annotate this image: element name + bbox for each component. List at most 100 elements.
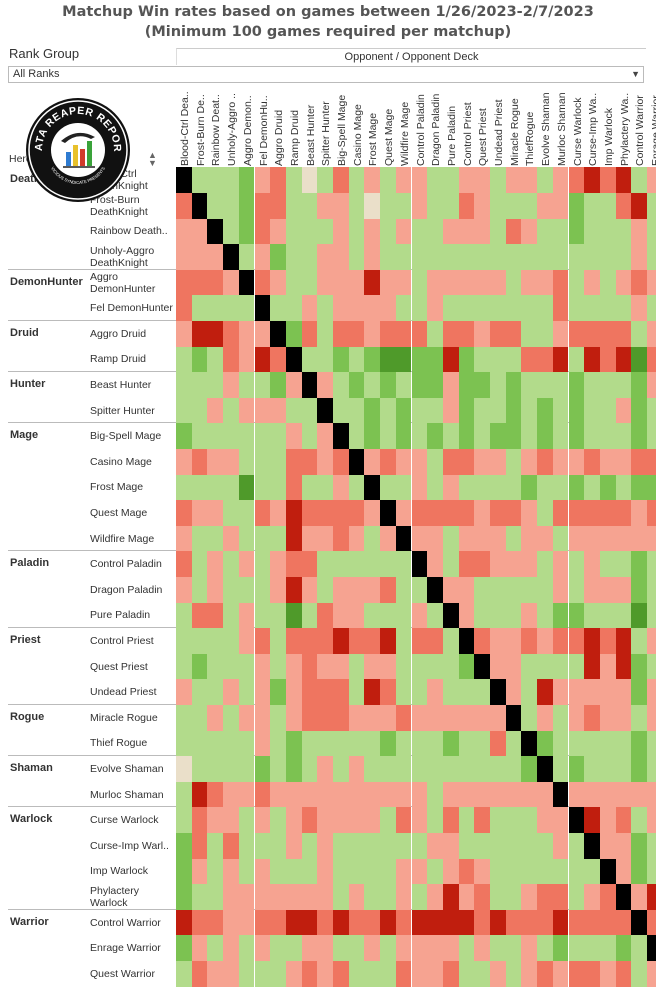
- heatmap-cell[interactable]: [395, 628, 412, 654]
- heatmap-cell[interactable]: [647, 730, 656, 757]
- heatmap-cell[interactable]: [411, 167, 428, 193]
- heatmap-cell[interactable]: [238, 884, 255, 910]
- heatmap-cell[interactable]: [647, 961, 656, 987]
- heatmap-cell[interactable]: [474, 679, 490, 705]
- heatmap-cell[interactable]: [285, 935, 302, 961]
- heatmap-cell[interactable]: [458, 193, 475, 219]
- heatmap-cell[interactable]: [474, 397, 490, 424]
- heatmap-cell[interactable]: [285, 500, 302, 526]
- heatmap-cell[interactable]: [301, 295, 318, 321]
- heatmap-cell[interactable]: [631, 500, 647, 526]
- heatmap-cell[interactable]: [442, 884, 459, 910]
- heatmap-cell[interactable]: [176, 884, 192, 910]
- heatmap-cell[interactable]: [254, 961, 271, 987]
- heatmap-cell[interactable]: [223, 756, 239, 782]
- heatmap-cell[interactable]: [223, 909, 239, 936]
- heatmap-cell[interactable]: [490, 679, 506, 705]
- heatmap-cell[interactable]: [474, 628, 490, 654]
- heatmap-cell[interactable]: [505, 858, 522, 885]
- heatmap-cell[interactable]: [411, 295, 428, 321]
- heatmap-cell[interactable]: [176, 577, 192, 603]
- heatmap-cell[interactable]: [176, 321, 192, 347]
- heatmap-cell[interactable]: [223, 551, 239, 577]
- heatmap-cell[interactable]: [599, 295, 616, 321]
- heatmap-cell[interactable]: [348, 474, 365, 501]
- heatmap-cell[interactable]: [458, 269, 475, 296]
- heatmap-cell[interactable]: [442, 961, 459, 987]
- heatmap-cell[interactable]: [631, 551, 647, 577]
- heatmap-cell[interactable]: [552, 218, 569, 245]
- heatmap-cell[interactable]: [191, 909, 208, 936]
- heatmap-cell[interactable]: [411, 397, 428, 424]
- heatmap-cell[interactable]: [505, 935, 522, 961]
- heatmap-cell[interactable]: [270, 372, 286, 398]
- heatmap-cell[interactable]: [537, 577, 553, 603]
- heatmap-cell[interactable]: [631, 321, 647, 347]
- heatmap-cell[interactable]: [270, 295, 286, 321]
- heatmap-cell[interactable]: [191, 730, 208, 757]
- heatmap-cell[interactable]: [364, 833, 381, 859]
- heatmap-cell[interactable]: [301, 705, 318, 731]
- heatmap-cell[interactable]: [395, 961, 412, 987]
- heatmap-cell[interactable]: [395, 321, 412, 347]
- heatmap-cell[interactable]: [207, 577, 224, 603]
- heatmap-cell[interactable]: [270, 193, 286, 219]
- heatmap-cell[interactable]: [364, 961, 381, 987]
- heatmap-cell[interactable]: [348, 884, 365, 910]
- heatmap-cell[interactable]: [380, 474, 396, 501]
- heatmap-cell[interactable]: [552, 244, 569, 270]
- heatmap-cell[interactable]: [411, 884, 428, 910]
- heatmap-cell[interactable]: [584, 193, 600, 219]
- heatmap-cell[interactable]: [411, 500, 428, 526]
- heatmap-cell[interactable]: [333, 935, 349, 961]
- heatmap-cell[interactable]: [380, 449, 396, 475]
- heatmap-cell[interactable]: [442, 397, 459, 424]
- heatmap-cell[interactable]: [505, 167, 522, 193]
- heatmap-cell[interactable]: [568, 602, 585, 629]
- heatmap-cell[interactable]: [631, 423, 647, 449]
- heatmap-cell[interactable]: [207, 833, 224, 859]
- heatmap-cell[interactable]: [552, 449, 569, 475]
- heatmap-cell[interactable]: [301, 833, 318, 859]
- heatmap-cell[interactable]: [490, 500, 506, 526]
- heatmap-cell[interactable]: [301, 781, 318, 808]
- heatmap-cell[interactable]: [207, 321, 224, 347]
- heatmap-cell[interactable]: [631, 781, 647, 808]
- heatmap-cell[interactable]: [537, 500, 553, 526]
- heatmap-cell[interactable]: [647, 909, 656, 936]
- heatmap-cell[interactable]: [254, 269, 271, 296]
- heatmap-cell[interactable]: [191, 218, 208, 245]
- heatmap-cell[interactable]: [647, 807, 656, 833]
- heatmap-cell[interactable]: [442, 500, 459, 526]
- heatmap-cell[interactable]: [442, 679, 459, 705]
- heatmap-cell[interactable]: [490, 884, 506, 910]
- heatmap-cell[interactable]: [442, 423, 459, 449]
- heatmap-cell[interactable]: [176, 193, 192, 219]
- heatmap-cell[interactable]: [223, 193, 239, 219]
- heatmap-cell[interactable]: [474, 961, 490, 987]
- heatmap-cell[interactable]: [270, 474, 286, 501]
- heatmap-cell[interactable]: [442, 244, 459, 270]
- heatmap-cell[interactable]: [348, 833, 365, 859]
- heatmap-cell[interactable]: [474, 346, 490, 373]
- heatmap-cell[interactable]: [395, 679, 412, 705]
- heatmap-cell[interactable]: [537, 730, 553, 757]
- heatmap-cell[interactable]: [238, 781, 255, 808]
- heatmap-cell[interactable]: [380, 372, 396, 398]
- heatmap-cell[interactable]: [333, 500, 349, 526]
- heatmap-cell[interactable]: [427, 295, 443, 321]
- heatmap-cell[interactable]: [380, 602, 396, 629]
- heatmap-cell[interactable]: [380, 781, 396, 808]
- heatmap-cell[interactable]: [270, 551, 286, 577]
- heatmap-cell[interactable]: [458, 884, 475, 910]
- heatmap-cell[interactable]: [521, 628, 538, 654]
- heatmap-cell[interactable]: [427, 218, 443, 245]
- heatmap-cell[interactable]: [238, 807, 255, 833]
- heatmap-cell[interactable]: [615, 423, 632, 449]
- heatmap-cell[interactable]: [380, 218, 396, 245]
- heatmap-cell[interactable]: [490, 295, 506, 321]
- heatmap-cell[interactable]: [537, 679, 553, 705]
- heatmap-cell[interactable]: [442, 756, 459, 782]
- heatmap-cell[interactable]: [537, 961, 553, 987]
- heatmap-cell[interactable]: [427, 730, 443, 757]
